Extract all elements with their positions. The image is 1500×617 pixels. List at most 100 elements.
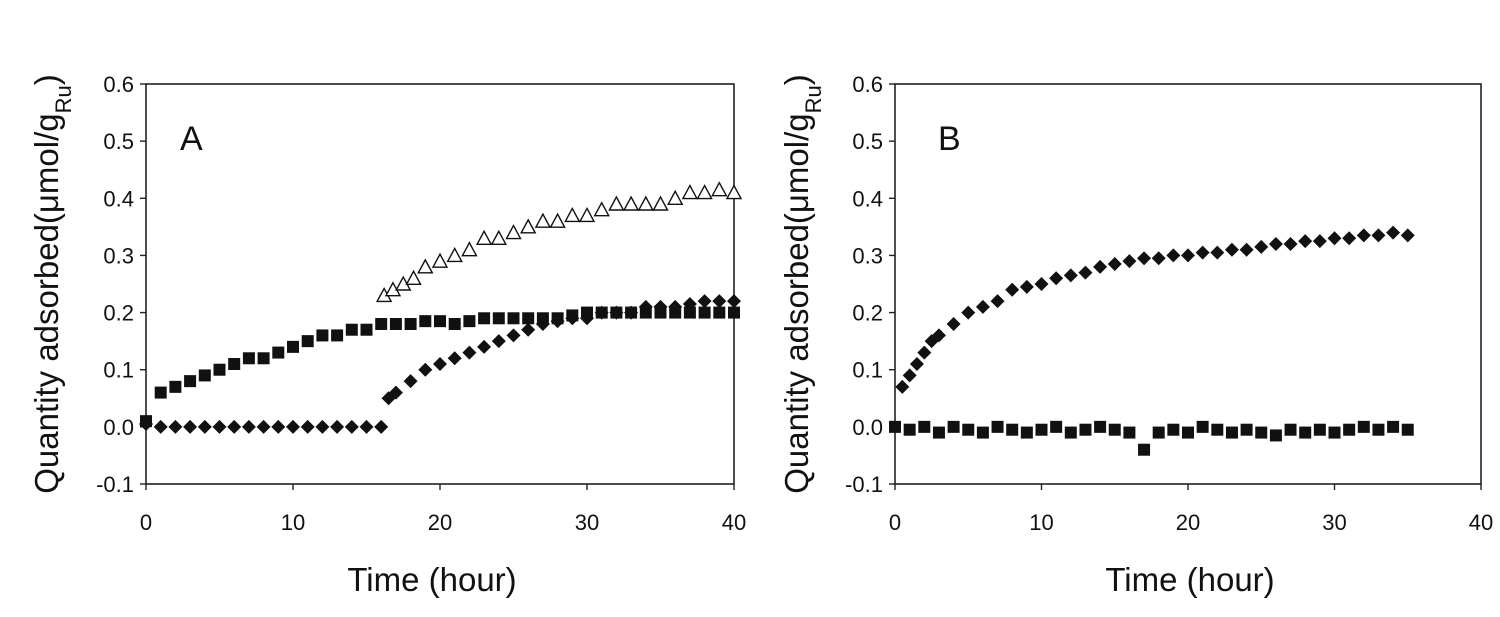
panel-b-series-0-point bbox=[1386, 225, 1401, 240]
panel-a-series-0-point bbox=[728, 306, 740, 319]
panel-a-series-0-point bbox=[434, 315, 446, 328]
panel-a-series-1-point bbox=[505, 224, 522, 240]
panel-a-series-2-point bbox=[388, 385, 403, 400]
panel-a-series-1-point bbox=[608, 195, 625, 211]
panel-b-series-0-point bbox=[1224, 242, 1239, 257]
panel-a-series-0-point bbox=[184, 375, 197, 388]
panel-b-series-1-point bbox=[1123, 426, 1136, 439]
panel-a-y-tick-label: 0.4 bbox=[103, 186, 134, 211]
panel-b-series-0-point bbox=[1327, 231, 1342, 246]
panel-a: A -0.1 0.0 0.1 0.2 0.3 0.4 0.5 0.6 0 10 20 30 40 Ti… bbox=[28, 72, 746, 598]
panel-b-series-0-point bbox=[1181, 248, 1195, 263]
panel-a-series-2-point bbox=[682, 297, 697, 311]
panel-a-series-2-point bbox=[477, 339, 492, 354]
panel-a-series-2-point bbox=[491, 334, 506, 349]
panel-a-series-2-point bbox=[447, 351, 462, 366]
panel-b-series-0-point bbox=[1078, 265, 1093, 280]
panel-a-series-1-point bbox=[431, 252, 449, 268]
panel-a-y-tick-label: 0.2 bbox=[103, 301, 134, 326]
panel-a-series-2-point bbox=[286, 419, 300, 434]
panel-a-x-ticks: 0 10 20 30 40 bbox=[140, 484, 746, 535]
panel-b-series-1-point bbox=[1167, 423, 1180, 436]
panel-a-series-0-point bbox=[301, 335, 314, 348]
panel-a-series-0-point bbox=[228, 358, 241, 370]
panel-b-series-1-point bbox=[1357, 420, 1370, 433]
panel-b-x-ticks: 0 10 20 30 40 bbox=[889, 484, 1493, 535]
panel-a-series-2-point bbox=[550, 314, 565, 329]
panel-a-series-2-point bbox=[300, 419, 315, 434]
panel-a-x-tick-label: 30 bbox=[575, 510, 599, 535]
panel-b-x-tick-label: 10 bbox=[1029, 510, 1053, 535]
panel-b-series-0-point bbox=[1254, 239, 1269, 254]
panel-a-series-2-point bbox=[359, 419, 374, 434]
panel-a-series-0-point bbox=[492, 312, 505, 325]
panel-b-series-1-point bbox=[1138, 443, 1151, 456]
panel-b-series-1-point bbox=[889, 420, 901, 433]
panel-b-series-0-point bbox=[1137, 251, 1152, 266]
panel-a-series-0-point bbox=[419, 315, 432, 328]
panel-a-x-tick-label: 40 bbox=[722, 510, 746, 535]
panel-b-y-tick-label: 0.4 bbox=[852, 186, 883, 211]
panel-a-series-0-point bbox=[272, 346, 285, 359]
panel-a-series-1-point bbox=[490, 229, 507, 245]
panel-b-series-0-point bbox=[931, 328, 946, 343]
panel-b-letter: B bbox=[938, 120, 961, 158]
panel-a-series-1-point bbox=[520, 218, 537, 234]
panel-a-series-2-point bbox=[668, 299, 683, 314]
panel-a-series-2-point bbox=[256, 419, 271, 434]
panel-a-series-0-point bbox=[154, 386, 167, 399]
panel-b-y-tick-label: 0.0 bbox=[852, 415, 883, 440]
panel-b-series-0-point bbox=[990, 294, 1005, 309]
panel-b-series-1-point bbox=[1240, 423, 1253, 436]
panel-b-series-0-point bbox=[909, 357, 924, 371]
panel-b-series-0-point bbox=[1122, 254, 1137, 269]
panel-a-series-2-point bbox=[139, 417, 153, 431]
panel-b-series-1-point bbox=[1343, 423, 1356, 436]
panel-a-series-0-point bbox=[478, 312, 491, 325]
panel-b-x-tick-label: 30 bbox=[1322, 510, 1346, 535]
panel-a-series-0-point bbox=[316, 329, 329, 342]
panel-b-series-1-point bbox=[1401, 423, 1414, 436]
panel-a-series-2-point bbox=[433, 357, 447, 371]
panel-a-y-tick-label: 0.5 bbox=[103, 129, 134, 154]
panel-b-series-0-point bbox=[1298, 234, 1313, 249]
panel-b-series-1-point bbox=[962, 423, 975, 436]
panel-b-series-0-point bbox=[1049, 271, 1064, 286]
panel-a-series-0-point bbox=[713, 306, 726, 319]
panel-a-series-0-point bbox=[522, 312, 535, 325]
panel-a-series-1-point bbox=[534, 212, 552, 228]
panel-b-series-0-point bbox=[1093, 259, 1108, 274]
panel-a-series-2-point bbox=[227, 419, 242, 434]
panel-a-series-1-point bbox=[461, 241, 478, 257]
panel-a-series-2-point bbox=[418, 362, 433, 377]
panel-a-x-tick-label: 10 bbox=[281, 510, 305, 535]
panel-b-series-0-point bbox=[1107, 257, 1122, 271]
panel-a-series-2-point bbox=[565, 311, 580, 326]
panel-b-series-1-point bbox=[1064, 426, 1077, 439]
panel-b-series-0-point bbox=[902, 368, 917, 383]
panel-b-series-0-point bbox=[1283, 237, 1298, 251]
panel-b-series-1-point bbox=[991, 420, 1004, 433]
panel-a-series-2-point bbox=[521, 322, 536, 337]
panel-b-series-0-point bbox=[1400, 228, 1415, 243]
panel-a-y-tick-label: 0.1 bbox=[103, 358, 134, 383]
panel-b-y-axis-label: Quantity adsorbed(μmol/gRu) bbox=[778, 74, 826, 494]
panel-a-series-0-point bbox=[507, 312, 520, 325]
panel-a-series-2-point bbox=[344, 419, 359, 434]
panel-b-series-0-point bbox=[1151, 251, 1166, 266]
panel-b-series-1-point bbox=[903, 423, 916, 436]
panel-b-series-0-point bbox=[1342, 231, 1357, 246]
panel-a-series-1-point bbox=[446, 246, 463, 263]
panel-a-series-1-point bbox=[622, 195, 640, 211]
panel-a-marks bbox=[139, 181, 743, 434]
panel-b-series-0-point bbox=[1195, 245, 1210, 260]
panel-b-series-1-point bbox=[1020, 426, 1033, 439]
panel-a-series-0-point bbox=[375, 318, 388, 330]
panel-b-series-0-point bbox=[1034, 277, 1049, 291]
panel-a-x-axis-label: Time (hour) bbox=[347, 561, 516, 598]
panel-b-x-tick-label: 40 bbox=[1469, 510, 1493, 535]
panel-a-series-0-point bbox=[345, 323, 358, 336]
panel-a-series-1-point bbox=[711, 181, 728, 197]
panel-b-series-1-point bbox=[1182, 426, 1194, 439]
